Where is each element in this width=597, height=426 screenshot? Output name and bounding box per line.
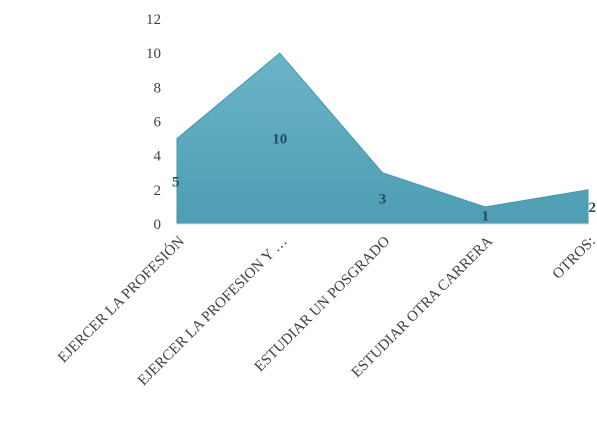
area-point [587, 189, 589, 191]
y-tick-label: 12 [146, 12, 161, 28]
y-tick-label: 4 [154, 149, 162, 165]
area-point [279, 52, 281, 54]
y-tick-label: 10 [146, 46, 161, 62]
y-tick-label: 6 [154, 115, 162, 131]
area-series [176, 52, 589, 225]
area-point [484, 206, 486, 208]
y-tick-label: 2 [154, 183, 162, 199]
data-label: 1 [482, 208, 490, 224]
y-axis-ticks: 0 2 4 6 8 10 12 [146, 12, 162, 233]
area-fill [176, 52, 589, 225]
y-tick-label: 8 [154, 80, 162, 96]
data-label: 3 [379, 191, 387, 207]
x-tick-label: OTROS: [550, 234, 597, 283]
y-tick-label: 0 [154, 217, 162, 233]
area-point [176, 138, 178, 140]
data-labels: 5 10 3 1 2 [172, 132, 596, 225]
area-point [382, 172, 383, 174]
data-label: 10 [272, 132, 287, 148]
data-label: 5 [172, 174, 180, 190]
data-label: 2 [589, 200, 597, 216]
